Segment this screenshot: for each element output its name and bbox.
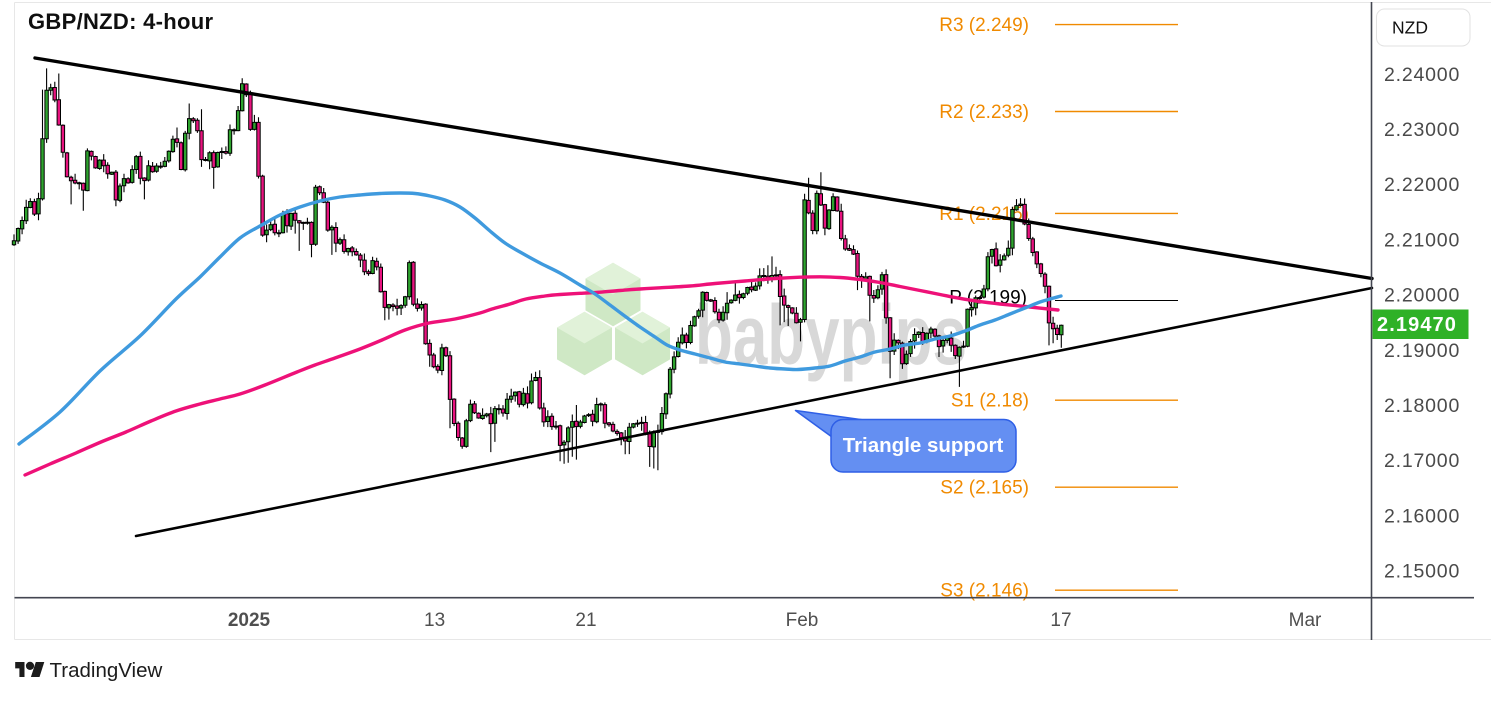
svg-text:2.20000: 2.20000 [1384,285,1460,307]
svg-text:TradingView: TradingView [50,659,163,682]
svg-text:2.18000: 2.18000 [1384,395,1460,417]
svg-text:2.15000: 2.15000 [1384,561,1460,583]
svg-text:2.24000: 2.24000 [1384,64,1460,86]
svg-text:S3 (2.146): S3 (2.146) [940,581,1029,602]
svg-text:2.22000: 2.22000 [1384,174,1460,196]
svg-text:2025: 2025 [228,610,271,631]
svg-text:R2 (2.233): R2 (2.233) [939,102,1029,123]
svg-text:2.19470: 2.19470 [1377,314,1457,336]
svg-text:2.17000: 2.17000 [1384,450,1460,472]
svg-text:S2 (2.165): S2 (2.165) [940,478,1029,499]
svg-text:2.23000: 2.23000 [1384,119,1460,141]
svg-text:2.21000: 2.21000 [1384,229,1460,251]
svg-text:Mar: Mar [1289,610,1322,631]
svg-text:2.16000: 2.16000 [1384,505,1460,527]
svg-text:Feb: Feb [786,610,819,631]
svg-text:NZD: NZD [1392,18,1428,38]
svg-text:Triangle support: Triangle support [843,434,1004,457]
svg-text:17: 17 [1050,610,1071,631]
svg-text:21: 21 [575,610,596,631]
svg-text:GBP/NZD: 4-hour: GBP/NZD: 4-hour [28,9,214,34]
svg-text:2.19000: 2.19000 [1384,340,1460,362]
svg-text:13: 13 [424,610,445,631]
svg-text:S1 (2.18): S1 (2.18) [951,391,1029,412]
svg-text:R3 (2.249): R3 (2.249) [939,15,1029,36]
